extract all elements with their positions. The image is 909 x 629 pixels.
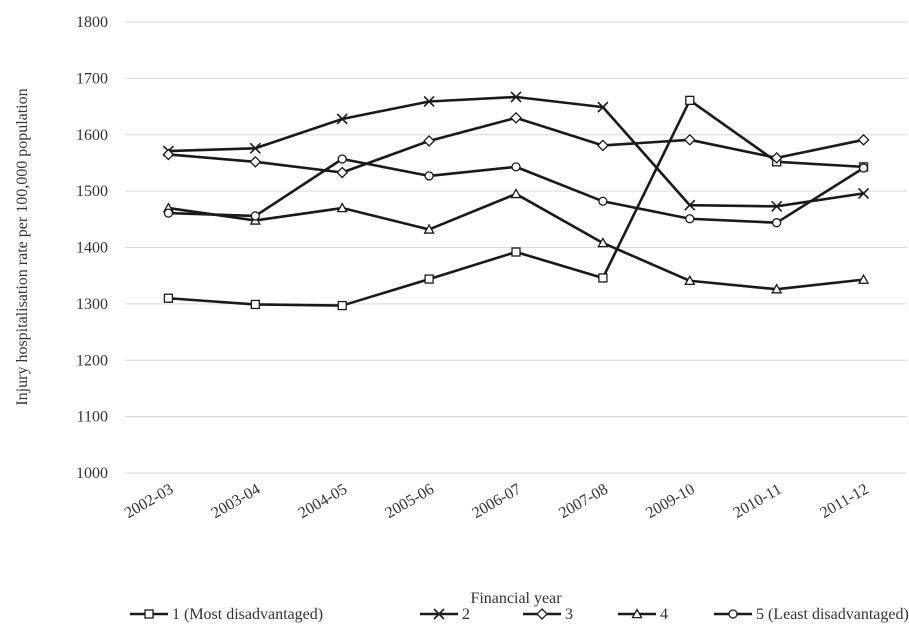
data-point-x bbox=[597, 101, 609, 113]
data-point-square bbox=[163, 293, 174, 303]
x-tick-label: 2009-10 bbox=[643, 481, 698, 522]
legend-label: 4 bbox=[660, 606, 668, 623]
legend-label: 5 (Least disadvantaged) bbox=[756, 606, 909, 623]
y-axis-ticks: 1000 1100 1200 1300 1400 1500 1600 1700 1800 bbox=[76, 14, 108, 482]
data-point-circle bbox=[858, 163, 869, 173]
x-tick-label: 2011-12 bbox=[817, 481, 871, 522]
data-point-triangle bbox=[336, 202, 348, 213]
legend-label: 1 (Most disadvantaged) bbox=[172, 606, 323, 623]
legend-marker-circle bbox=[728, 609, 738, 619]
series-line bbox=[168, 192, 864, 291]
data-point-triangle bbox=[510, 188, 522, 199]
x-axis-ticks: 2002-03 2003-04 2004-05 2005-06 2006-07 2007-… bbox=[122, 481, 872, 522]
data-point-diamond bbox=[249, 155, 262, 168]
data-point-triangle bbox=[771, 283, 783, 294]
data-point-circle bbox=[337, 154, 347, 164]
data-point-x bbox=[249, 142, 261, 154]
data-point-triangle bbox=[597, 237, 609, 248]
series-lines bbox=[162, 91, 870, 311]
data-point-square bbox=[250, 299, 260, 310]
legend-item: 3 bbox=[523, 606, 573, 623]
data-point-circle bbox=[250, 211, 260, 221]
y-tick-label: 1800 bbox=[76, 14, 108, 31]
y-tick-label: 1400 bbox=[76, 240, 108, 257]
data-point-diamond bbox=[596, 139, 609, 152]
series-line bbox=[168, 99, 864, 307]
series-5 bbox=[163, 154, 869, 228]
y-tick-label: 1200 bbox=[76, 352, 108, 369]
data-point-triangle bbox=[423, 223, 435, 234]
data-point-x bbox=[771, 200, 783, 212]
legend-item: 1 (Most disadvantaged) bbox=[130, 606, 323, 623]
data-point-diamond bbox=[770, 151, 783, 164]
x-tick-label: 2010-11 bbox=[730, 481, 784, 522]
legend-marker-x bbox=[433, 608, 445, 620]
data-point-diamond bbox=[423, 135, 436, 147]
series-3 bbox=[162, 111, 870, 179]
data-point-diamond bbox=[857, 133, 870, 146]
y-tick-label: 1500 bbox=[76, 183, 108, 200]
legend-label: 2 bbox=[462, 606, 470, 623]
data-point-x bbox=[336, 113, 348, 125]
x-tick-label: 2002-03 bbox=[122, 481, 177, 522]
y-tick-label: 1700 bbox=[76, 70, 108, 87]
data-point-circle bbox=[598, 196, 608, 206]
data-point-diamond bbox=[510, 111, 522, 124]
data-point-triangle bbox=[684, 274, 696, 286]
legend: 1 (Most disadvantaged) 2 3 4 5 (Least disadv… bbox=[130, 606, 909, 623]
series-4 bbox=[162, 188, 870, 294]
x-tick-label: 2004-05 bbox=[296, 481, 351, 522]
data-point-square bbox=[598, 273, 608, 283]
legend-marker-triangle bbox=[631, 608, 643, 619]
data-point-square bbox=[685, 95, 695, 106]
legend-item: 2 bbox=[420, 606, 470, 623]
data-point-diamond bbox=[336, 166, 349, 179]
y-axis-label: Injury hospitalisation rate per 100,000 … bbox=[14, 88, 31, 405]
data-point-circle bbox=[163, 208, 174, 218]
y-tick-label: 1000 bbox=[76, 465, 108, 482]
legend-item: 4 bbox=[618, 606, 668, 623]
y-tick-label: 1100 bbox=[77, 409, 108, 426]
data-point-diamond bbox=[683, 133, 696, 146]
data-point-x bbox=[510, 91, 522, 103]
x-tick-label: 2006-07 bbox=[469, 481, 524, 522]
legend-marker-diamond bbox=[536, 608, 548, 620]
x-tick-label: 2007-08 bbox=[556, 481, 611, 522]
data-point-x bbox=[684, 199, 696, 211]
data-point-x bbox=[423, 95, 435, 108]
data-point-triangle bbox=[857, 273, 870, 284]
data-point-circle bbox=[685, 214, 695, 224]
y-tick-label: 1600 bbox=[76, 127, 108, 144]
data-point-diamond bbox=[162, 148, 175, 161]
data-point-square bbox=[424, 274, 434, 284]
series-1 bbox=[163, 95, 869, 311]
x-tick-label: 2005-06 bbox=[382, 481, 437, 522]
legend-marker-square bbox=[144, 609, 154, 619]
data-point-circle bbox=[424, 171, 434, 181]
y-tick-label: 1300 bbox=[76, 296, 108, 313]
legend-label: 3 bbox=[565, 606, 573, 623]
data-point-circle bbox=[511, 162, 521, 172]
data-point-circle bbox=[772, 218, 782, 228]
x-tick-label: 2003-04 bbox=[209, 481, 264, 522]
data-point-square bbox=[511, 247, 521, 257]
legend-item: 5 (Least disadvantaged) bbox=[714, 606, 909, 623]
x-axis-label: Financial year bbox=[470, 590, 562, 607]
data-point-x bbox=[857, 187, 870, 199]
data-point-square bbox=[337, 300, 347, 311]
